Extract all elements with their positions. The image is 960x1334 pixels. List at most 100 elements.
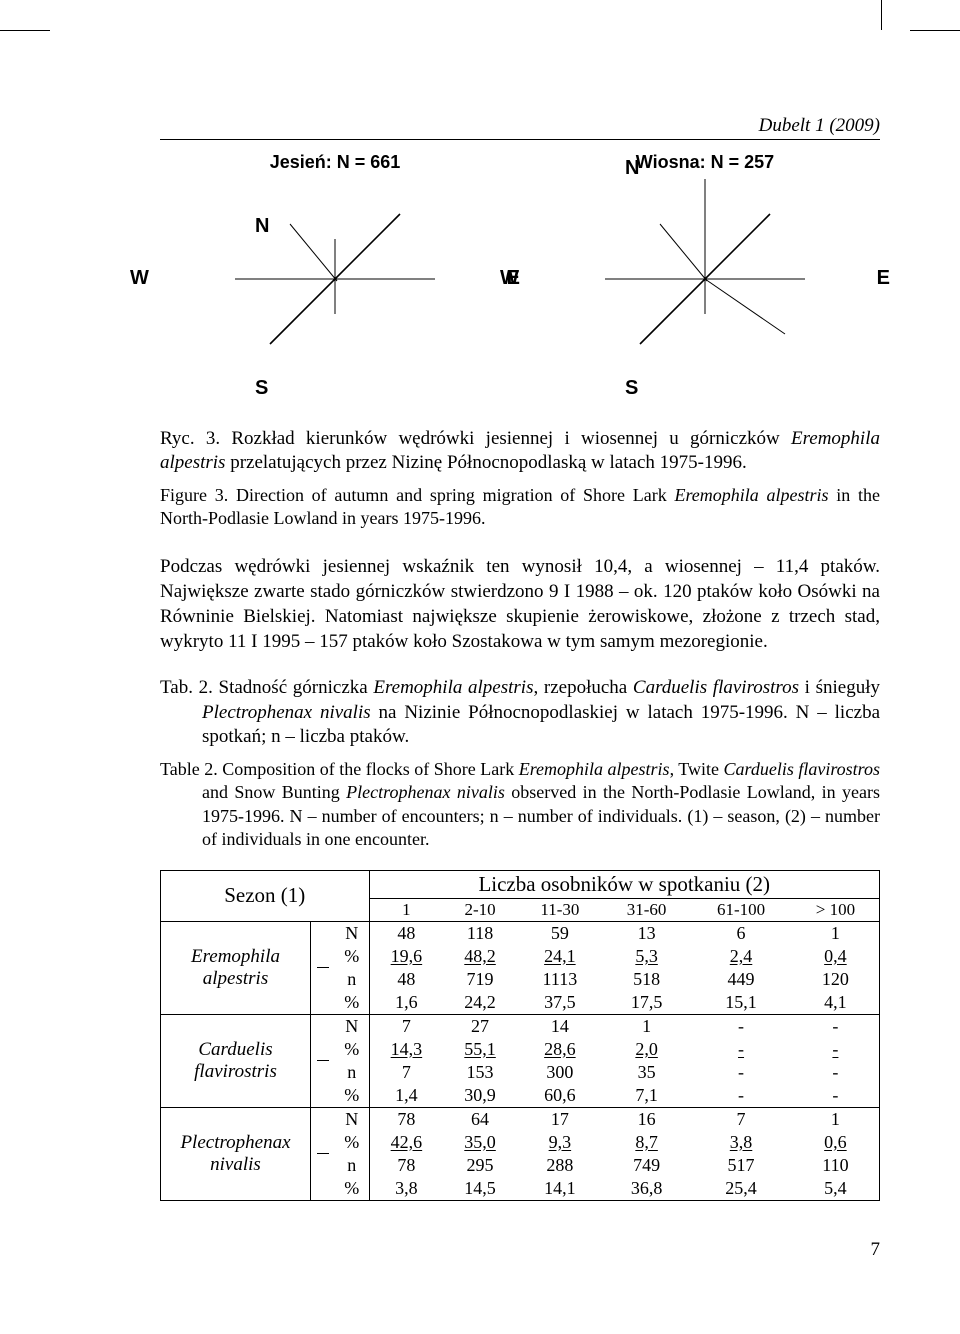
metric-label: %	[335, 1084, 369, 1108]
value-cell: 28,6	[517, 1038, 603, 1061]
metric-label: %	[335, 1177, 369, 1201]
metric-label: %	[335, 945, 369, 968]
value-cell: 5,4	[792, 1177, 880, 1201]
value-cell: 118	[443, 921, 516, 945]
value-cell: 449	[690, 968, 792, 991]
metric-label: n	[335, 1154, 369, 1177]
value-cell: 110	[792, 1154, 880, 1177]
value-cell: 5,3	[603, 945, 690, 968]
value-cell: 13	[603, 921, 690, 945]
value-cell: 14,5	[443, 1177, 516, 1201]
crop-mark	[0, 30, 50, 31]
compass-s-label: S	[625, 377, 638, 400]
value-cell: 60,6	[517, 1084, 603, 1108]
value-cell: 19,6	[369, 945, 443, 968]
caption-lead: Figure 3.	[160, 485, 236, 505]
value-cell: 48,2	[443, 945, 516, 968]
compass-autumn-title: Jesień: N = 661	[160, 152, 510, 173]
compass-spring-title: Wiosna: N = 257	[530, 152, 880, 173]
species-cell: Eremophilaalpestris	[161, 921, 311, 1014]
divider-cell	[311, 1014, 336, 1107]
species-cell: Plectrophenaxnivalis	[161, 1107, 311, 1200]
divider-cell	[311, 921, 336, 1014]
table-caption-pl: Tab. 2. Stadność górniczka Eremophila al…	[202, 676, 880, 750]
value-cell: 0,4	[792, 945, 880, 968]
value-cell: 17	[517, 1107, 603, 1131]
figure-compass-row: Jesień: N = 661 W E N S Wiosna: N = 257 …	[160, 152, 880, 409]
value-cell: 1113	[517, 968, 603, 991]
metric-label: N	[335, 921, 369, 945]
value-cell: 1	[603, 1014, 690, 1038]
value-cell: 8,7	[603, 1131, 690, 1154]
value-cell: 1	[792, 1107, 880, 1131]
value-cell: 24,2	[443, 991, 516, 1015]
value-cell: 17,5	[603, 991, 690, 1015]
metric-label: %	[335, 991, 369, 1015]
compass-s-label: S	[255, 377, 268, 400]
caption-lead: Ryc. 3.	[160, 428, 231, 449]
table-caption-en: Table 2. Composition of the flocks of Sh…	[202, 758, 880, 852]
value-cell: -	[792, 1061, 880, 1084]
body-paragraph: Podczas wędrówki jesiennej wskaźnik ten …	[160, 554, 880, 654]
value-cell: 48	[369, 968, 443, 991]
value-cell: 30,9	[443, 1084, 516, 1108]
value-cell: -	[792, 1038, 880, 1061]
compass-w-label: W	[500, 267, 519, 290]
compass-n-label: N	[255, 215, 269, 238]
metric-label: %	[335, 1131, 369, 1154]
value-cell: 719	[443, 968, 516, 991]
value-cell: 3,8	[369, 1177, 443, 1201]
crop-mark	[881, 0, 882, 30]
value-cell: 16	[603, 1107, 690, 1131]
table-head-liczba: Liczba osobników w spotkaniu (2)	[369, 870, 880, 898]
value-cell: 27	[443, 1014, 516, 1038]
metric-label: n	[335, 1061, 369, 1084]
value-cell: 1,6	[369, 991, 443, 1015]
compass-autumn-svg	[235, 179, 435, 379]
value-cell: 24,1	[517, 945, 603, 968]
value-cell: 48	[369, 921, 443, 945]
data-table: Sezon (1) Liczba osobników w spotkaniu (…	[160, 870, 880, 1201]
value-cell: 59	[517, 921, 603, 945]
crop-mark	[910, 30, 960, 31]
value-cell: 517	[690, 1154, 792, 1177]
table-row: CarduelisflavirostrisN727141--	[161, 1014, 880, 1038]
value-cell: 78	[369, 1107, 443, 1131]
figure-caption-pl: Ryc. 3. Rozkład kierunków wędrówki jesie…	[160, 427, 880, 476]
value-cell: 518	[603, 968, 690, 991]
metric-label: n	[335, 968, 369, 991]
value-cell: 25,4	[690, 1177, 792, 1201]
value-cell: 35	[603, 1061, 690, 1084]
table-head-sezon: Sezon (1)	[161, 870, 370, 921]
table-row: PlectrophenaxnivalisN7864171671	[161, 1107, 880, 1131]
value-cell: 0,6	[792, 1131, 880, 1154]
value-cell: -	[792, 1084, 880, 1108]
value-cell: 7,1	[603, 1084, 690, 1108]
metric-label: N	[335, 1014, 369, 1038]
figure-caption-en: Figure 3. Direction of autumn and spring…	[160, 484, 880, 530]
value-cell: 14	[517, 1014, 603, 1038]
running-header: Dubelt 1 (2009)	[160, 115, 880, 140]
page-number: 7	[871, 1239, 881, 1261]
value-cell: 2,0	[603, 1038, 690, 1061]
value-cell: -	[690, 1084, 792, 1108]
value-cell: -	[690, 1061, 792, 1084]
value-cell: -	[690, 1038, 792, 1061]
value-cell: -	[792, 1014, 880, 1038]
value-cell: 3,8	[690, 1131, 792, 1154]
value-cell: 7	[369, 1061, 443, 1084]
value-cell: 36,8	[603, 1177, 690, 1201]
value-cell: 15,1	[690, 991, 792, 1015]
value-cell: -	[690, 1014, 792, 1038]
value-cell: 37,5	[517, 991, 603, 1015]
compass-w-label: W	[130, 267, 149, 290]
value-cell: 1	[792, 921, 880, 945]
value-cell: 35,0	[443, 1131, 516, 1154]
table-row: EremophilaalpestrisN48118591361	[161, 921, 880, 945]
value-cell: 14,1	[517, 1177, 603, 1201]
value-cell: 153	[443, 1061, 516, 1084]
value-cell: 7	[369, 1014, 443, 1038]
value-cell: 295	[443, 1154, 516, 1177]
value-cell: 2,4	[690, 945, 792, 968]
value-cell: 42,6	[369, 1131, 443, 1154]
